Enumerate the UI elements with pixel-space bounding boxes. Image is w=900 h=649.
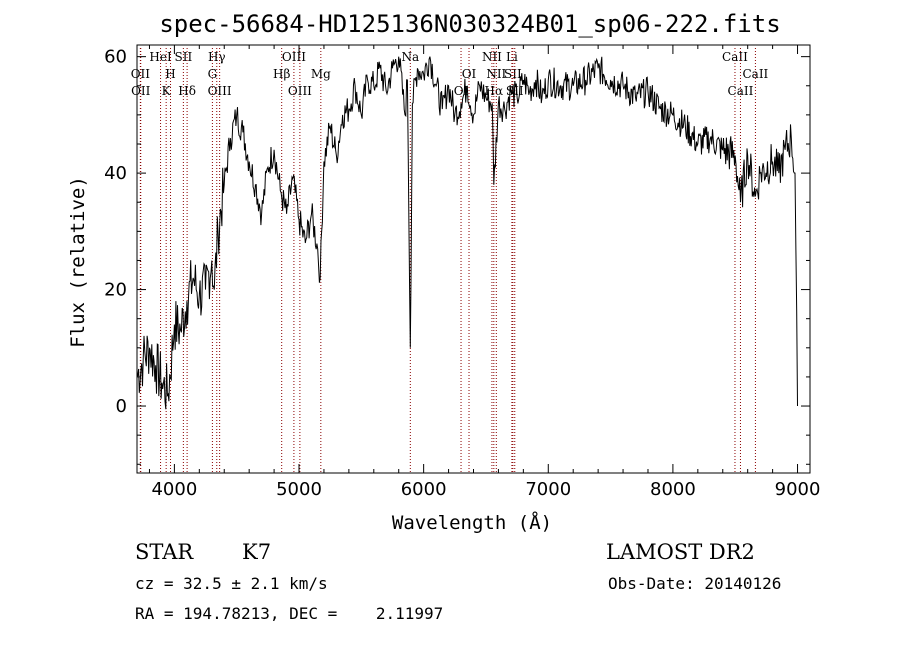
spectral-line-label: Li (506, 50, 518, 64)
spectral-line-label: H (165, 67, 175, 81)
spectral-line-label: OIII (208, 84, 232, 98)
spectral-line-label: SII (175, 50, 193, 64)
spectral-line-label: SII (504, 67, 522, 81)
spectral-line-label: CaII (722, 50, 748, 64)
x-tick-label: 4000 (151, 479, 197, 500)
spectral-line-label: Hγ (208, 50, 226, 64)
spectral-line-label: OIII (282, 50, 306, 64)
spectral-line-label: G (208, 67, 218, 81)
observation-date: Obs-Date: 20140126 (608, 574, 782, 593)
spectral-line-label: CaII (728, 84, 754, 98)
x-tick-label: 6000 (401, 479, 447, 500)
spectral-line-label: Hδ (178, 84, 196, 98)
x-tick-label: 8000 (650, 479, 696, 500)
spectral-line-label: NII (482, 50, 502, 64)
object-class: STAR (135, 540, 194, 564)
spectral-line-label: OII (131, 84, 151, 98)
x-axis-label: Wavelength (Å) (392, 511, 552, 534)
spectral-line-label: K (162, 84, 172, 98)
chart-title: spec-56684-HD125136N030324B01_sp06-222.f… (159, 10, 780, 38)
flux-series-line (136, 56, 798, 410)
y-axis-label: Flux (relative) (67, 176, 89, 348)
survey-name: LAMOST DR2 (606, 540, 755, 564)
redshift-velocity: cz = 32.5 ± 2.1 km/s (135, 574, 328, 593)
coordinates: RA = 194.78213, DEC = 2.11997 (135, 604, 444, 623)
y-tick-label: 20 (104, 280, 127, 301)
spectral-line-label: Na (401, 50, 419, 64)
spectral-line-label: Hα (485, 84, 504, 98)
spectral-line-label: OIII (288, 84, 312, 98)
spectral-line-label: CaII (742, 67, 768, 81)
spectral-line-label: OII (131, 67, 151, 81)
y-tick-label: 0 (116, 396, 127, 417)
spectral-line-label: OI (462, 67, 477, 81)
spectral-line-label: NII (486, 67, 506, 81)
y-tick-label: 60 (104, 47, 127, 68)
x-tick-label: 7000 (525, 479, 571, 500)
x-tick-label: 9000 (775, 479, 821, 500)
spectral-line-label: HeI (149, 50, 172, 64)
spectral-line-label: Hβ (273, 67, 290, 81)
spectral-line-label: Mg (311, 67, 331, 81)
y-tick-label: 40 (104, 163, 127, 184)
object-subclass: K7 (242, 540, 272, 564)
x-tick-label: 5000 (276, 479, 322, 500)
